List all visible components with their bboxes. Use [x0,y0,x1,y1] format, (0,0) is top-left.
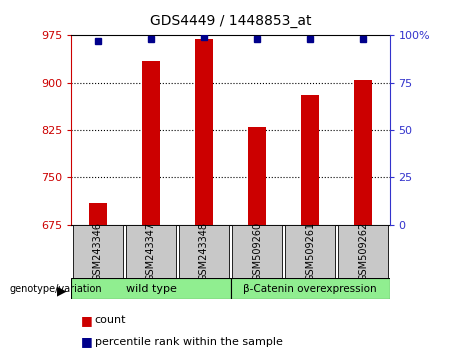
Bar [89,203,107,225]
Bar [178,225,230,278]
Bar [230,278,390,299]
Text: GDS4449 / 1448853_at: GDS4449 / 1448853_at [150,14,311,28]
Text: GSM243347: GSM243347 [146,222,156,281]
Text: β-Catenin overexpression: β-Catenin overexpression [243,284,377,293]
Text: percentile rank within the sample: percentile rank within the sample [95,337,283,347]
Bar [195,39,213,225]
Bar [142,61,160,225]
Text: GSM243348: GSM243348 [199,222,209,281]
Text: ■: ■ [81,335,92,348]
Bar [337,225,389,278]
Bar [71,278,230,299]
Text: GSM509260: GSM509260 [252,222,262,281]
Bar [284,225,336,278]
Text: wild type: wild type [125,284,177,293]
Text: ▶: ▶ [58,285,67,297]
Bar [72,225,124,278]
Bar [301,95,319,225]
Text: ■: ■ [81,314,92,327]
Bar [231,225,283,278]
Text: GSM509261: GSM509261 [305,222,315,281]
Text: genotype/variation: genotype/variation [9,284,102,293]
Bar [248,127,266,225]
Text: GSM243346: GSM243346 [93,222,103,281]
Bar [354,80,372,225]
Bar [125,225,177,278]
Text: GSM509262: GSM509262 [358,222,368,281]
Text: count: count [95,315,126,325]
